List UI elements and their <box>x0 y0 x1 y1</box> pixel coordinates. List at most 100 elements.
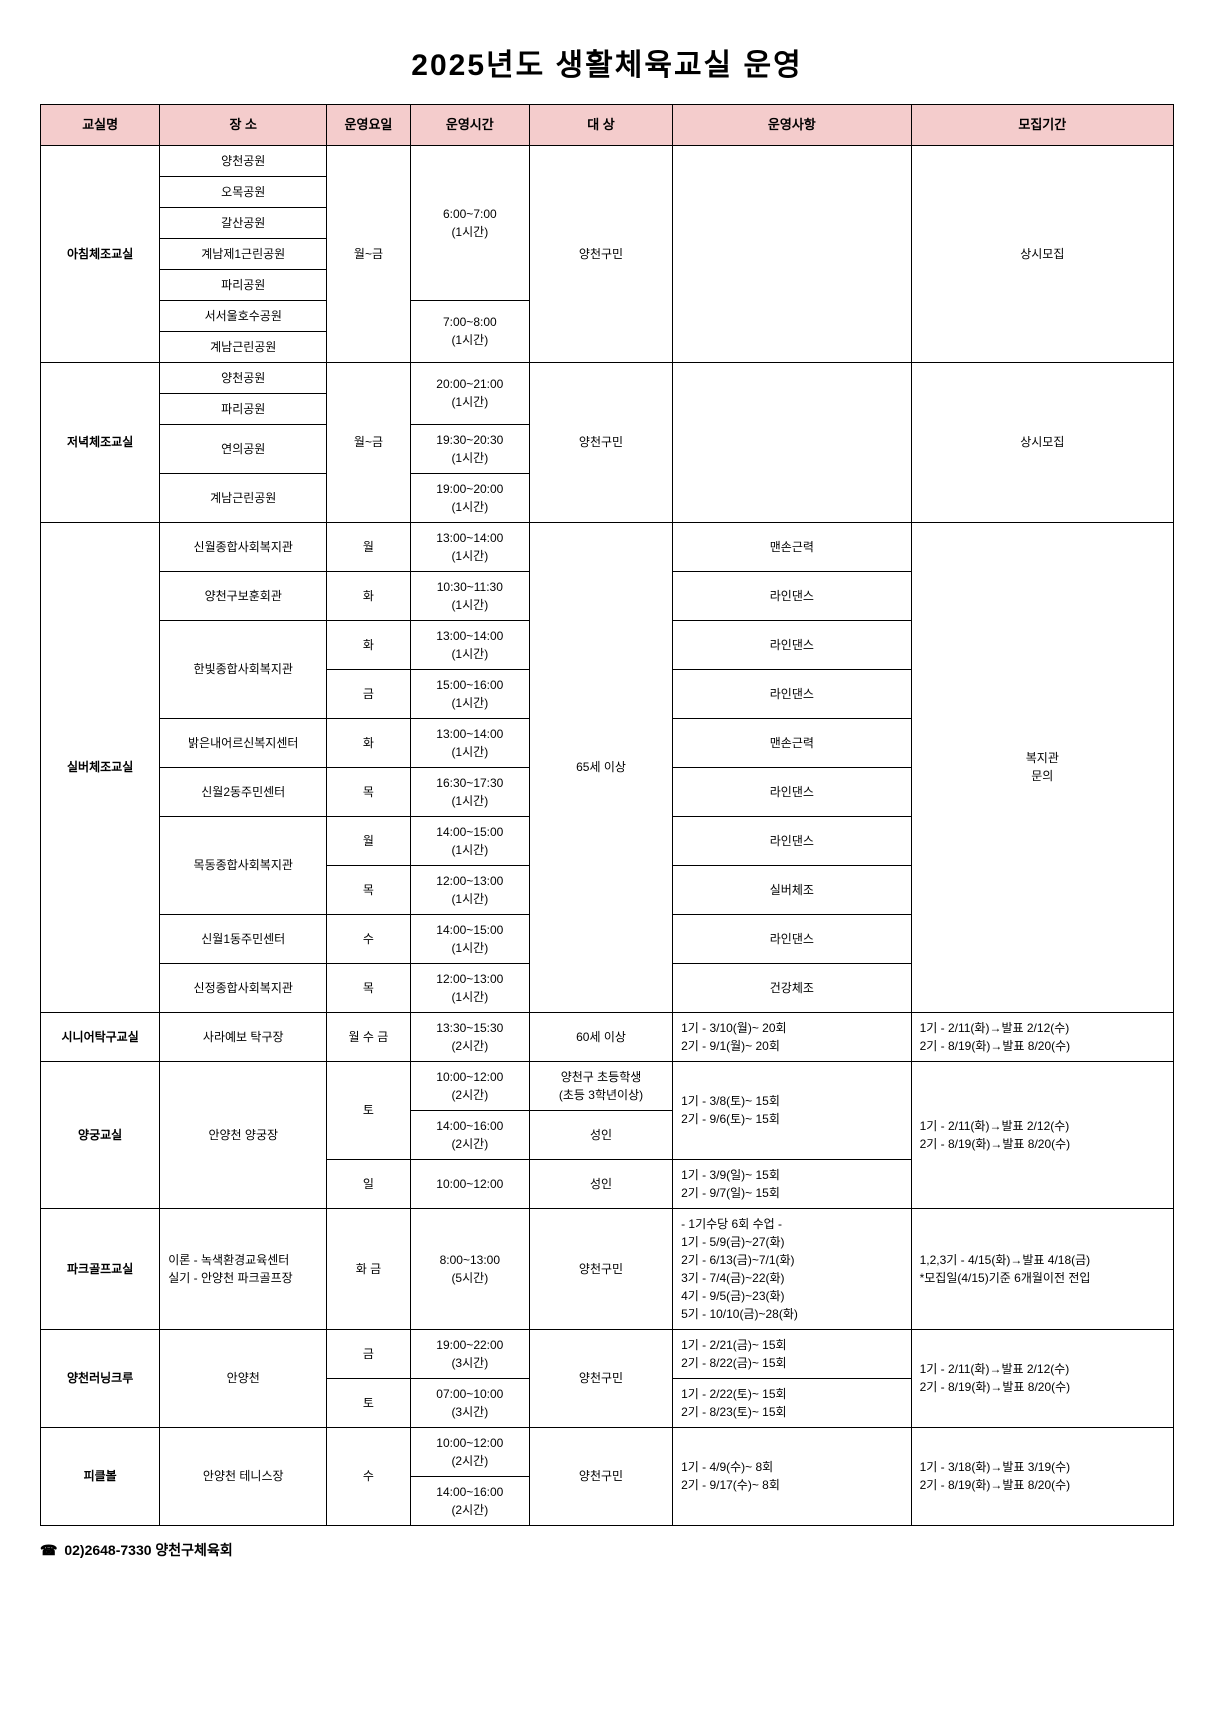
class-name: 양천러닝크루 <box>41 1329 160 1427</box>
time-cell: 19:00~22:00 (3시간) <box>410 1329 529 1378</box>
table-row: 시니어탁구교실 사라예보 탁구장 월 수 금 13:30~15:30 (2시간)… <box>41 1012 1174 1061</box>
day-cell: 목 <box>327 963 410 1012</box>
place-cell: 밝은내어르신복지센터 <box>160 718 327 767</box>
day-cell: 화 <box>327 718 410 767</box>
time-cell: 10:00~12:00 (2시간) <box>410 1427 529 1476</box>
detail-cell: 1기 - 4/9(수)~ 8회 2기 - 9/17(수)~ 8회 <box>673 1427 912 1525</box>
day-cell: 목 <box>327 865 410 914</box>
day-cell: 월 <box>327 816 410 865</box>
time-cell: 14:00~15:00 (1시간) <box>410 914 529 963</box>
detail-cell: 1기 - 3/10(월)~ 20회 2기 - 9/1(월)~ 20회 <box>673 1012 912 1061</box>
table-row: 양궁교실 안양천 양궁장 토 10:00~12:00 (2시간) 양천구 초등학… <box>41 1061 1174 1110</box>
detail-cell: 맨손근력 <box>673 522 912 571</box>
detail-cell: 라인댄스 <box>673 669 912 718</box>
target-cell: 양천구민 <box>529 1329 672 1427</box>
time-cell: 10:00~12:00 <box>410 1159 529 1208</box>
day-cell: 월 <box>327 522 410 571</box>
place-cell: 서서울호수공원 <box>160 300 327 331</box>
class-name: 파크골프교실 <box>41 1208 160 1329</box>
detail-cell: 라인댄스 <box>673 571 912 620</box>
place-cell: 신월1동주민센터 <box>160 914 327 963</box>
target-cell: 양천구민 <box>529 1427 672 1525</box>
place-cell: 안양천 <box>160 1329 327 1427</box>
detail-cell: 라인댄스 <box>673 767 912 816</box>
class-name: 피클볼 <box>41 1427 160 1525</box>
time-cell: 13:00~14:00 (1시간) <box>410 522 529 571</box>
day-cell: 금 <box>327 1329 410 1378</box>
phone-icon: ☎ <box>40 1542 57 1558</box>
place-cell: 양천공원 <box>160 145 327 176</box>
day-cell: 수 <box>327 1427 410 1525</box>
place-cell: 사라예보 탁구장 <box>160 1012 327 1061</box>
time-cell: 13:00~14:00 (1시간) <box>410 718 529 767</box>
place-cell: 안양천 양궁장 <box>160 1061 327 1208</box>
target-cell: 양천구민 <box>529 145 672 362</box>
day-cell: 화 <box>327 571 410 620</box>
recruit-cell: 1기 - 2/11(화)→발표 2/12(수) 2기 - 8/19(화)→발표 … <box>911 1061 1173 1208</box>
target-cell: 성인 <box>529 1110 672 1159</box>
table-row: 아침체조교실 양천공원 월~금 6:00~7:00 (1시간) 양천구민 상시모… <box>41 145 1174 176</box>
class-name: 저녁체조교실 <box>41 362 160 522</box>
recruit-cell: 1기 - 2/11(화)→발표 2/12(수) 2기 - 8/19(화)→발표 … <box>911 1329 1173 1427</box>
time-cell: 8:00~13:00 (5시간) <box>410 1208 529 1329</box>
table-row: 파크골프교실 이론 - 녹색환경교육센터 실기 - 안양천 파크골프장 화 금 … <box>41 1208 1174 1329</box>
day-cell: 월~금 <box>327 145 410 362</box>
detail-cell: 1기 - 3/8(토)~ 15회 2기 - 9/6(토)~ 15회 <box>673 1061 912 1159</box>
place-cell: 양천구보훈회관 <box>160 571 327 620</box>
time-cell: 14:00~15:00 (1시간) <box>410 816 529 865</box>
place-cell: 목동종합사회복지관 <box>160 816 327 914</box>
day-cell: 월~금 <box>327 362 410 522</box>
recruit-cell: 상시모집 <box>911 362 1173 522</box>
place-cell: 계남근린공원 <box>160 473 327 522</box>
target-cell: 양천구민 <box>529 362 672 522</box>
h-day: 운영요일 <box>327 105 410 146</box>
time-cell: 13:30~15:30 (2시간) <box>410 1012 529 1061</box>
detail-cell: 1기 - 3/9(일)~ 15회 2기 - 9/7(일)~ 15회 <box>673 1159 912 1208</box>
place-cell: 한빛종합사회복지관 <box>160 620 327 718</box>
time-cell: 6:00~7:00 (1시간) <box>410 145 529 300</box>
target-cell: 65세 이상 <box>529 522 672 1012</box>
day-cell: 월 수 금 <box>327 1012 410 1061</box>
h-detail: 운영사항 <box>673 105 912 146</box>
footer-text: 02)2648-7330 양천구체육회 <box>64 1542 232 1558</box>
program-table: 교실명 장 소 운영요일 운영시간 대 상 운영사항 모집기간 아침체조교실 양… <box>40 104 1174 1526</box>
day-cell: 토 <box>327 1378 410 1427</box>
place-cell: 양천공원 <box>160 362 327 393</box>
day-cell: 토 <box>327 1061 410 1159</box>
detail-cell: 건강체조 <box>673 963 912 1012</box>
table-row: 피클볼 안양천 테니스장 수 10:00~12:00 (2시간) 양천구민 1기… <box>41 1427 1174 1476</box>
place-cell: 계남제1근린공원 <box>160 238 327 269</box>
place-cell: 신월종합사회복지관 <box>160 522 327 571</box>
place-cell: 파리공원 <box>160 269 327 300</box>
day-cell: 금 <box>327 669 410 718</box>
place-cell: 신월2동주민센터 <box>160 767 327 816</box>
table-row: 실버체조교실 신월종합사회복지관 월 13:00~14:00 (1시간) 65세… <box>41 522 1174 571</box>
class-name: 실버체조교실 <box>41 522 160 1012</box>
h-recruit: 모집기간 <box>911 105 1173 146</box>
time-cell: 10:30~11:30 (1시간) <box>410 571 529 620</box>
target-cell: 양천구 초등학생 (초등 3학년이상) <box>529 1061 672 1110</box>
table-row: 저녁체조교실 양천공원 월~금 20:00~21:00 (1시간) 양천구민 상… <box>41 362 1174 393</box>
class-name: 아침체조교실 <box>41 145 160 362</box>
recruit-cell: 복지관 문의 <box>911 522 1173 1012</box>
class-name: 시니어탁구교실 <box>41 1012 160 1061</box>
time-cell: 13:00~14:00 (1시간) <box>410 620 529 669</box>
time-cell: 10:00~12:00 (2시간) <box>410 1061 529 1110</box>
place-cell: 이론 - 녹색환경교육센터 실기 - 안양천 파크골프장 <box>160 1208 327 1329</box>
time-cell: 12:00~13:00 (1시간) <box>410 865 529 914</box>
day-cell: 수 <box>327 914 410 963</box>
day-cell: 목 <box>327 767 410 816</box>
recruit-cell: 1기 - 3/18(화)→발표 3/19(수) 2기 - 8/19(화)→발표 … <box>911 1427 1173 1525</box>
time-cell: 7:00~8:00 (1시간) <box>410 300 529 362</box>
detail-cell <box>673 145 912 362</box>
detail-cell: 맨손근력 <box>673 718 912 767</box>
table-row: 양천러닝크루 안양천 금 19:00~22:00 (3시간) 양천구민 1기 -… <box>41 1329 1174 1378</box>
detail-cell: - 1기수당 6회 수업 - 1기 - 5/9(금)~27(화) 2기 - 6/… <box>673 1208 912 1329</box>
target-cell: 양천구민 <box>529 1208 672 1329</box>
h-time: 운영시간 <box>410 105 529 146</box>
target-cell: 성인 <box>529 1159 672 1208</box>
detail-cell: 라인댄스 <box>673 914 912 963</box>
time-cell: 19:30~20:30 (1시간) <box>410 424 529 473</box>
recruit-cell: 상시모집 <box>911 145 1173 362</box>
place-cell: 파리공원 <box>160 393 327 424</box>
